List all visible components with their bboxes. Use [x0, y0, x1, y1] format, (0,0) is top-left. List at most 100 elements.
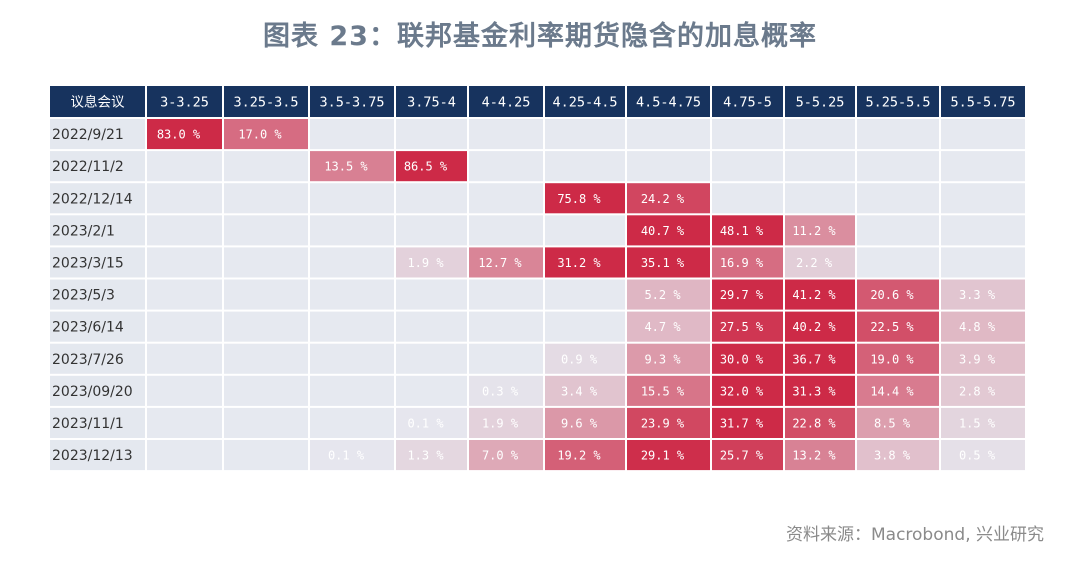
- probability-label: 7.0 %: [482, 449, 519, 463]
- column-header-label: 3.75-4: [407, 95, 456, 111]
- row-label-cell: [50, 311, 145, 342]
- row-label: 2023/7/26: [52, 352, 124, 368]
- empty-cell: [785, 183, 855, 214]
- row-label-cell: [50, 151, 145, 182]
- probability-label: 12.7 %: [478, 256, 522, 270]
- probability-label: 32.0 %: [720, 384, 764, 398]
- row-label-cell: [50, 375, 145, 406]
- header-corner-cell: [50, 86, 145, 117]
- empty-cell: [147, 375, 222, 406]
- probability-label: 9.6 %: [561, 416, 598, 430]
- empty-cell: [941, 183, 1025, 214]
- empty-cell: [396, 375, 467, 406]
- probability-cell: [712, 407, 783, 438]
- probability-cell: [545, 440, 625, 471]
- probability-cell: [857, 407, 939, 438]
- row-label: 2022/11/2: [52, 159, 124, 175]
- probability-cell: [941, 440, 1025, 471]
- heatmap-row: 2023/6/14 4.7 % 27.5 % 40.2 % 22.5 % 4.8 %: [50, 311, 1025, 342]
- empty-cell: [396, 279, 467, 310]
- probability-label: 31.7 %: [720, 416, 764, 430]
- probability-cell: [785, 311, 855, 342]
- row-label: 2022/9/21: [52, 127, 124, 143]
- empty-cell: [147, 407, 222, 438]
- empty-cell: [941, 247, 1025, 278]
- heatmap-row: 2022/9/21 83.0 % 17.0 %: [50, 119, 1025, 150]
- empty-cell: [396, 311, 467, 342]
- probability-label: 27.5 %: [720, 320, 764, 334]
- empty-cell: [147, 279, 222, 310]
- probability-cell: [857, 440, 939, 471]
- probability-label: 22.8 %: [792, 416, 836, 430]
- row-label: 2023/5/3: [52, 288, 115, 304]
- empty-cell: [224, 440, 308, 471]
- column-header-label: 5.25-5.5: [865, 95, 930, 111]
- probability-cell: [712, 343, 783, 374]
- probability-cell: [545, 183, 625, 214]
- probability-label: 4.8 %: [959, 320, 996, 334]
- row-label-cell: [50, 119, 145, 150]
- probability-label: 17.0 %: [238, 128, 282, 142]
- probability-cell: [785, 279, 855, 310]
- probability-label: 3.8 %: [874, 449, 911, 463]
- heatmap-row: 2023/11/1 0.1 % 1.9 % 9.6 % 23.9 % 31.7 % 22.8…: [50, 407, 1025, 438]
- column-header-label: 3.5-3.75: [319, 95, 384, 111]
- column-header-label: 5-5.25: [796, 95, 845, 111]
- probability-label: 31.3 %: [792, 384, 836, 398]
- probability-cell: [941, 311, 1025, 342]
- probability-label: 11.2 %: [792, 224, 836, 238]
- probability-cell: [712, 247, 783, 278]
- row-label-cell: [50, 440, 145, 471]
- empty-cell: [310, 407, 394, 438]
- empty-cell: [224, 151, 308, 182]
- empty-cell: [857, 247, 939, 278]
- probability-cell: [857, 343, 939, 374]
- heatmap-row: 2023/12/13 0.1 % 1.3 % 7.0 % 19.2 % 29.1 % 25.…: [50, 440, 1025, 471]
- empty-cell: [396, 343, 467, 374]
- probability-label: 3.4 %: [561, 384, 598, 398]
- column-header-cell: [785, 86, 855, 117]
- probability-label: 75.8 %: [557, 192, 601, 206]
- probability-cell: [396, 440, 467, 471]
- empty-cell: [545, 215, 625, 246]
- empty-cell: [224, 279, 308, 310]
- probability-cell: [310, 151, 394, 182]
- row-label: 2023/6/14: [52, 320, 124, 336]
- probability-label: 29.1 %: [641, 449, 685, 463]
- empty-cell: [310, 183, 394, 214]
- column-header-label: 4.75-5: [723, 95, 772, 111]
- row-label: 2023/11/1: [52, 416, 124, 432]
- empty-cell: [857, 119, 939, 150]
- probability-cell: [147, 119, 222, 150]
- empty-cell: [147, 247, 222, 278]
- probability-cell: [785, 440, 855, 471]
- probability-label: 25.7 %: [720, 449, 764, 463]
- probability-label: 5.2 %: [644, 288, 681, 302]
- empty-cell: [147, 183, 222, 214]
- heatmap-row: 2023/09/20 0.3 % 3.4 % 15.5 % 32.0 % 31.3 % 14…: [50, 375, 1025, 406]
- row-label-cell: [50, 247, 145, 278]
- row-label: 2023/3/15: [52, 255, 124, 271]
- probability-cell: [857, 375, 939, 406]
- probability-label: 1.5 %: [959, 416, 996, 430]
- probability-label: 35.1 %: [641, 256, 685, 270]
- probability-cell: [857, 311, 939, 342]
- empty-cell: [396, 119, 467, 150]
- probability-label: 13.2 %: [792, 449, 836, 463]
- empty-cell: [310, 279, 394, 310]
- empty-cell: [310, 311, 394, 342]
- heatmap-header-row: 议息会议 3-3.25 3.25-3.5 3.5-3.75 3.75-4 4-4.25 4.…: [50, 86, 1025, 117]
- column-header-label: 4.5-4.75: [636, 95, 701, 111]
- row-label: 2023/09/20: [52, 384, 133, 400]
- probability-cell: [627, 247, 710, 278]
- empty-cell: [469, 343, 543, 374]
- probability-label: 8.5 %: [874, 416, 911, 430]
- column-header-cell: [857, 86, 939, 117]
- column-header-label: 3-3.25: [160, 95, 209, 111]
- row-label: 2023/12/13: [52, 448, 133, 464]
- row-label-cell: [50, 343, 145, 374]
- empty-cell: [627, 151, 710, 182]
- empty-cell: [224, 183, 308, 214]
- probability-label: 2.8 %: [959, 384, 996, 398]
- probability-cell: [224, 119, 308, 150]
